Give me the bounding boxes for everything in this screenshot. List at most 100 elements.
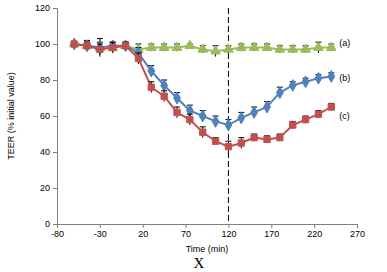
x-tick-label: 170 [264,229,279,239]
point [315,72,322,84]
point [251,107,258,119]
point [109,40,116,52]
error-bar [251,107,257,118]
chart: -80-302070120170220270020406080100120(a)… [0,0,387,272]
point [172,42,182,50]
point [328,71,335,83]
error-bar [84,42,90,49]
error-bar [264,102,270,113]
point [238,112,245,124]
error-bar [187,105,193,116]
point [211,46,221,54]
error-bar [213,138,219,145]
series-label: (a) [339,38,350,48]
x-tick: -80 [51,224,64,239]
y-tick-label: 120 [35,3,50,13]
error-bar-cap [200,126,206,127]
point [212,116,219,128]
point [275,44,285,52]
point [302,116,308,122]
y-tick-mark [53,188,57,189]
y-tick-mark [53,224,57,225]
error-bar [264,136,270,143]
plot: -80-302070120170220270020406080100120(a)… [35,3,365,239]
y-tick: 100 [35,39,57,49]
point [328,104,334,110]
x-tick-label: 120 [221,229,236,239]
x-tick: 220 [307,224,322,239]
error-bar [315,111,321,118]
error-bar [225,120,231,131]
error-bar-cap [238,137,244,138]
point [148,84,154,90]
point [236,42,246,50]
error-bar [200,111,206,122]
point [187,116,193,122]
x-axis-title: Time (min) [186,244,229,254]
y-axis-title: TEER (% initial value) [6,72,16,160]
point [84,40,91,52]
error-bar [290,121,296,128]
error-bar [110,42,116,53]
point [326,42,336,50]
error-bar-cap [161,90,167,91]
y-tick: 40 [40,147,57,157]
x-tick-mark [271,224,272,228]
error-bar [238,112,244,123]
error-bar [251,134,257,141]
error-bar [328,103,334,110]
point [159,42,169,50]
y-tick: 120 [35,3,57,13]
y-tick-label: 0 [45,219,50,229]
error-bar [277,87,283,98]
point [198,44,208,52]
y-tick-mark [53,44,57,45]
error-bar-cap [148,81,154,82]
error-bar [97,44,103,55]
point [135,55,141,61]
error-bar-cap [135,53,141,54]
error-bar-cap [110,42,116,43]
x-tick: 270 [350,224,365,239]
y-tick-mark [53,152,57,153]
x-tick-mark [186,224,187,228]
point [301,44,311,52]
point [199,110,206,122]
point [251,134,257,140]
point [212,138,218,144]
point [174,92,181,104]
error-bar-cap [187,114,193,115]
error-bar [84,42,90,49]
point [249,42,259,50]
error-bar [225,141,231,152]
point [315,111,321,117]
x-tick-mark [357,224,358,228]
series-line [74,44,331,125]
y-tick: 0 [45,219,57,229]
series-label: (b) [339,73,350,83]
x-tick-label: 270 [350,229,365,239]
x-tick-mark [100,224,101,228]
error-bar [238,138,244,149]
x-tick-label: 20 [138,229,148,239]
error-bar [200,127,206,138]
point [122,43,128,49]
x-tick: 170 [264,224,279,239]
error-bar [135,53,141,64]
error-bar [277,134,283,141]
point [262,42,272,50]
error-bar [174,93,180,104]
point [238,140,244,146]
x-axis-line [58,225,358,229]
point [185,40,195,48]
error-bar-cap [225,141,231,142]
x-tick-label: -80 [51,229,64,239]
y-tick-mark [53,8,57,9]
y-tick-label: 100 [35,39,50,49]
y-axis: 020406080100120 [35,3,58,229]
error-bar [123,42,129,49]
point [277,134,283,140]
error-bar [148,82,154,93]
point [264,101,271,113]
x-axis: -80-302070120170220270 [51,224,365,239]
